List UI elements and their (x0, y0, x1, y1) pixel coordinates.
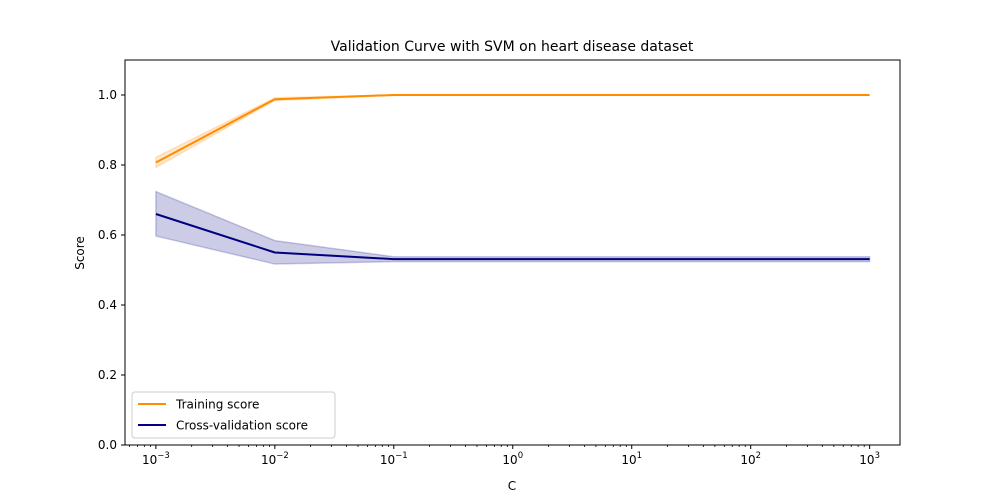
y-axis-ticks: 0.0 0.2 0.4 0.6 0.8 1.0 (98, 88, 125, 452)
line-training (155, 94, 870, 164)
legend-label-training: Training score (175, 398, 259, 412)
x-tick-label: 100 (502, 451, 523, 467)
chart-title: Validation Curve with SVM on heart disea… (331, 39, 694, 55)
y-tick-label: 1.0 (98, 88, 117, 102)
series-lines (155, 94, 870, 261)
x-tick-label: 101 (621, 451, 642, 467)
x-axis-ticks: 10−3 10−2 10−1 100 101 102 103 (129, 445, 880, 467)
legend-label-cross-validation: Cross-validation score (176, 419, 308, 433)
y-tick-label: 0.0 (98, 438, 117, 452)
band-cross-validation (155, 190, 871, 265)
y-axis-label: Score (73, 236, 87, 270)
y-tick-label: 0.8 (98, 158, 117, 172)
x-axis-label: C (508, 479, 516, 493)
line-cross-validation (155, 213, 870, 261)
y-tick-label: 0.4 (98, 298, 117, 312)
y-tick-label: 0.2 (98, 368, 117, 382)
legend-box (131, 391, 336, 439)
y-tick-label: 0.6 (98, 228, 117, 242)
x-tick-label: 10−1 (380, 451, 408, 467)
x-tick-label: 10−2 (261, 451, 289, 467)
x-tick-label: 102 (740, 451, 761, 467)
x-tick-label: 103 (859, 451, 880, 467)
legend: Training score Cross-validation score (131, 391, 336, 439)
x-tick-label: 10−3 (142, 451, 170, 467)
confidence-bands (155, 94, 871, 265)
